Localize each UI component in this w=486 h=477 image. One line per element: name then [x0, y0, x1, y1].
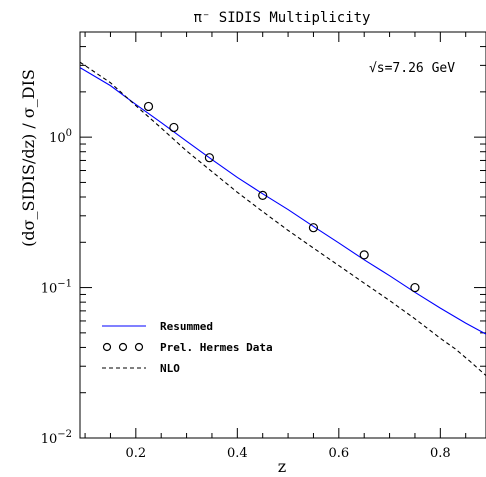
prel-hermes-data-point	[169, 122, 179, 133]
energy-annotation: √s=7.26 GeV	[369, 61, 455, 76]
prel-hermes-data-point	[359, 250, 369, 260]
prel-hermes-data-point	[308, 223, 319, 233]
prel-hermes-data-point	[410, 282, 420, 293]
plot-frame	[79, 31, 486, 439]
prel-hermes-data-point	[258, 190, 268, 200]
legend-label-prel-hermes-data: Prel. Hermes Data	[160, 341, 273, 354]
x-tick-label: 0.4	[227, 446, 248, 461]
prel-hermes-data-point	[204, 153, 215, 163]
legend-label-nlo: NLO	[160, 362, 180, 375]
y-axis-label: (dσ_SIDIS/dz) / σ_DIS	[19, 69, 38, 247]
axes: 0.2 0.4 0.6 0.8 10−2 10−1 100	[41, 31, 486, 461]
legend-swatch-prel-hermes-data	[134, 342, 144, 352]
x-tick-label: 0.6	[328, 446, 349, 461]
legend-label-resummed: Resummed	[160, 320, 213, 333]
nlo-line	[80, 61, 486, 376]
legend-swatch-prel-hermes-data	[102, 342, 112, 352]
legend-swatch-prel-hermes-data	[118, 342, 128, 352]
x-tick-label: 0.2	[125, 446, 146, 461]
resummed-line	[80, 67, 486, 335]
legend: Resummed Prel. Hermes Data NLO	[102, 320, 273, 375]
y-tick-label: 10−2	[41, 429, 72, 447]
y-tick-label: 10−1	[41, 279, 72, 297]
x-axis-label: z	[278, 457, 286, 476]
series-layer	[80, 61, 486, 376]
chart-title: π⁻ SIDIS Multiplicity	[193, 10, 370, 26]
prel-hermes-data-point	[143, 101, 154, 112]
y-tick-label: 100	[49, 128, 72, 146]
x-tick-label: 0.8	[430, 446, 451, 461]
